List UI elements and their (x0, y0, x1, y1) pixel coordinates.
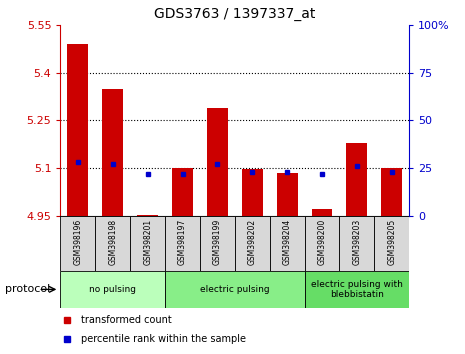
Bar (339, 216, 374, 271)
Bar (346, 143, 367, 216)
Text: GSM398199: GSM398199 (213, 219, 222, 266)
Bar (381, 168, 402, 216)
Bar (270, 216, 305, 271)
Bar (207, 108, 228, 216)
Text: GSM398201: GSM398201 (143, 219, 152, 266)
Bar (277, 173, 298, 216)
Text: GSM398203: GSM398203 (352, 219, 361, 266)
Bar (60, 271, 165, 308)
Text: electric pulsing: electric pulsing (200, 285, 270, 294)
Text: GSM398202: GSM398202 (248, 219, 257, 266)
Bar (95, 216, 130, 271)
Text: protocol: protocol (5, 284, 50, 295)
Bar (137, 215, 158, 216)
Text: GSM398197: GSM398197 (178, 219, 187, 266)
Text: no pulsing: no pulsing (89, 285, 136, 294)
Bar (312, 209, 332, 216)
Text: GSM398200: GSM398200 (318, 219, 326, 266)
Text: percentile rank within the sample: percentile rank within the sample (81, 333, 246, 344)
Text: transformed count: transformed count (81, 315, 172, 325)
Bar (242, 169, 263, 216)
Bar (67, 44, 88, 216)
Bar (165, 216, 200, 271)
Bar (235, 216, 270, 271)
Text: GSM398205: GSM398205 (387, 219, 396, 266)
Text: GSM398196: GSM398196 (73, 219, 82, 266)
Text: electric pulsing with
blebbistatin: electric pulsing with blebbistatin (311, 280, 403, 299)
Bar (305, 271, 409, 308)
Text: GSM398198: GSM398198 (108, 219, 117, 266)
Bar (374, 216, 409, 271)
Bar (102, 88, 123, 216)
Bar (60, 216, 95, 271)
Bar (200, 216, 235, 271)
Bar (305, 216, 339, 271)
Bar (172, 168, 193, 216)
Title: GDS3763 / 1397337_at: GDS3763 / 1397337_at (154, 7, 316, 21)
Text: GSM398204: GSM398204 (283, 219, 292, 266)
Bar (165, 271, 305, 308)
Bar (130, 216, 165, 271)
